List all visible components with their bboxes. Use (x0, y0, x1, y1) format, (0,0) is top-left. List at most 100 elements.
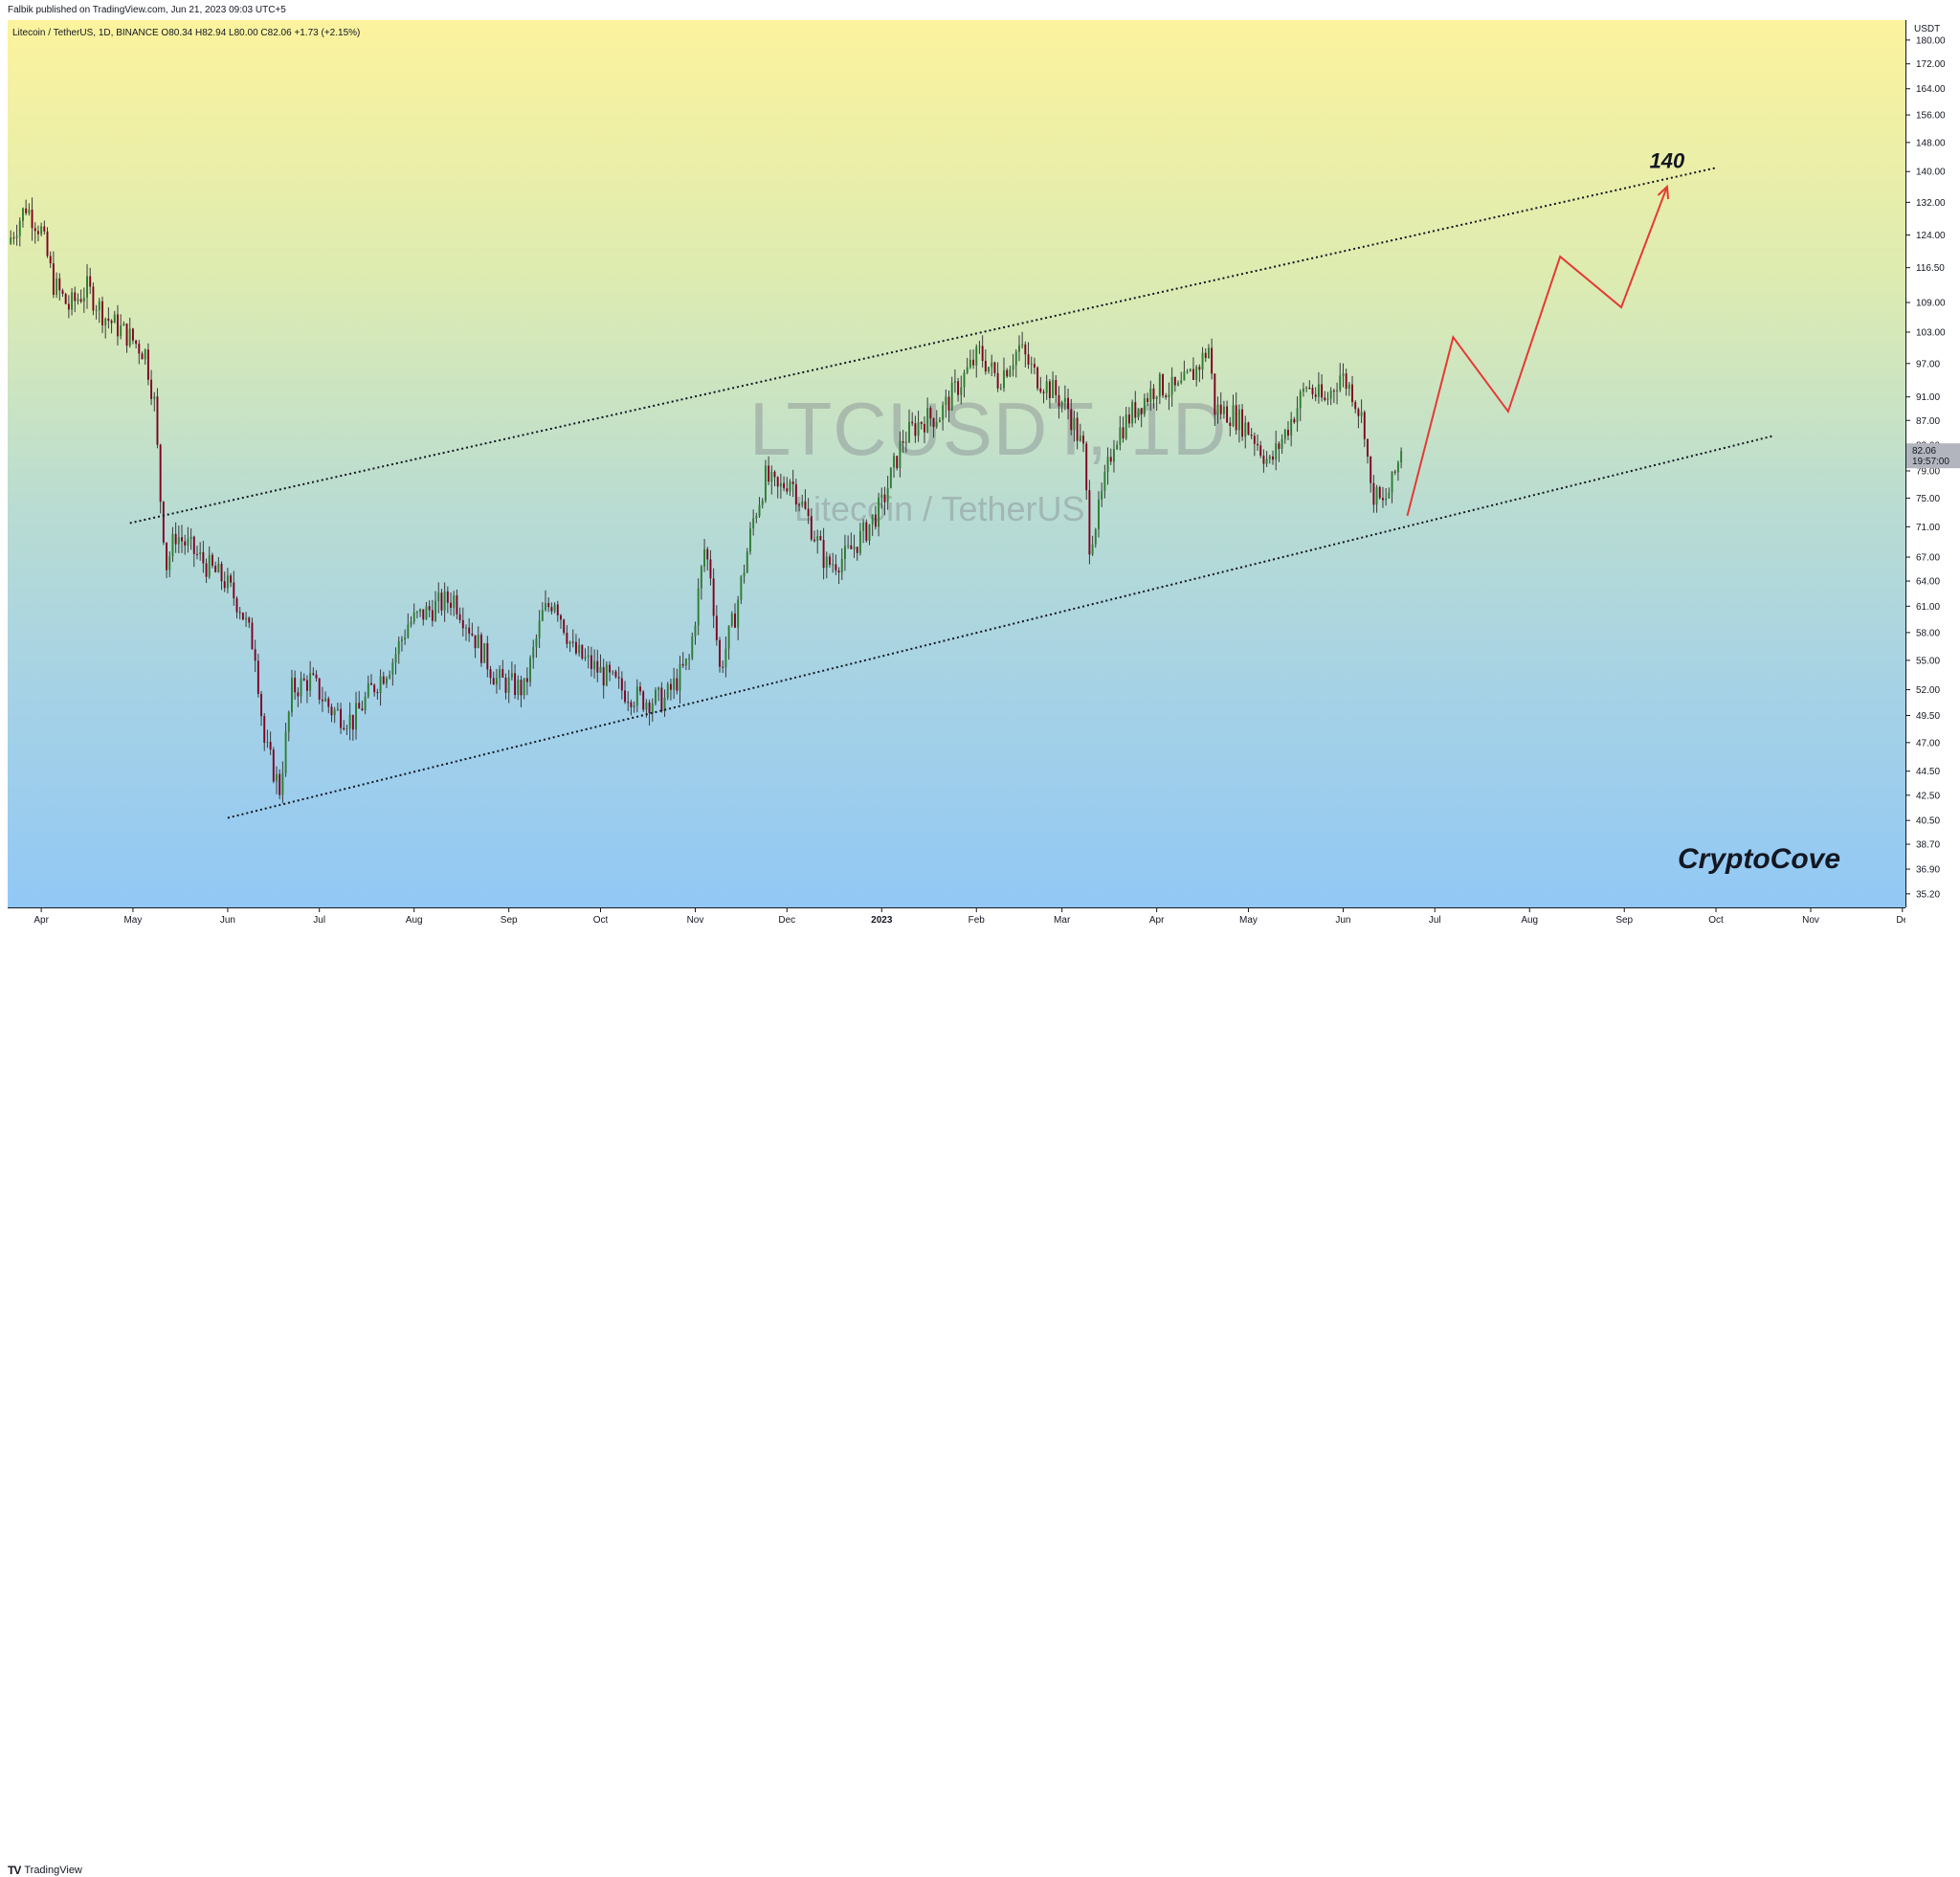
candle-body (1109, 457, 1112, 462)
candle-body (837, 570, 840, 573)
candle-body (453, 594, 456, 608)
candle-body (1063, 397, 1066, 403)
candle-body (684, 659, 687, 666)
candle-body (929, 408, 932, 419)
candle-body (1198, 367, 1201, 370)
candle-body (1268, 456, 1271, 459)
candle-body (1192, 369, 1194, 380)
candles (10, 197, 1403, 804)
candle-body (612, 671, 614, 673)
candle-body (700, 566, 702, 589)
price-tick-label: 140.00 (1916, 168, 1946, 178)
time-tick-label: Oct (1708, 915, 1724, 926)
candle-body (886, 487, 889, 503)
candle-body (1348, 384, 1350, 390)
candle-body (568, 641, 571, 644)
candle-body (560, 614, 562, 620)
price-tick-label: 44.50 (1916, 767, 1940, 777)
header-bar: Falbik published on TradingView.com, Jun… (0, 0, 1960, 20)
candle-body (315, 674, 318, 679)
candle-body (1360, 412, 1363, 416)
chart-pane[interactable]: LTCUSDT, 1D Litecoin / TetherUS 140 Crypt… (8, 20, 1905, 907)
candle-body (1342, 373, 1345, 376)
candle-body (192, 536, 195, 554)
candle-body (233, 582, 235, 599)
price-tick-label: 156.00 (1916, 111, 1946, 122)
candle-body (321, 699, 323, 702)
time-tick-label: 2023 (871, 915, 893, 926)
candle-body (902, 440, 904, 443)
candle-body (1094, 529, 1097, 545)
time-tick-label: Mar (1054, 915, 1071, 926)
candle-body (896, 456, 899, 469)
candle-body (917, 422, 920, 436)
candle-body (1137, 408, 1140, 418)
price-tick-label: 87.00 (1916, 416, 1940, 427)
candle-body (187, 538, 189, 546)
price-unit-label: USDT (1914, 24, 1940, 34)
candle-body (230, 575, 233, 583)
candle-body (168, 556, 171, 570)
price-tick-label: 172.00 (1916, 59, 1946, 70)
candle-body (141, 353, 144, 360)
candle-body (752, 518, 755, 529)
price-plot[interactable]: 140 CryptoCove (8, 20, 1905, 907)
symbol-legend[interactable]: Litecoin / TetherUS, 1D, BINANCE O80.34 … (12, 28, 361, 38)
candle-body (144, 349, 146, 360)
candle-body (1211, 347, 1214, 374)
candle-body (840, 559, 843, 573)
candle-body (969, 359, 971, 368)
candle-body (874, 514, 877, 527)
candle-body (1302, 389, 1304, 392)
projection-arrowhead (1657, 184, 1670, 200)
candle-body (724, 648, 727, 668)
candle-body (501, 669, 504, 678)
candle-body (1165, 395, 1168, 397)
price-tick-label: 38.70 (1916, 840, 1940, 851)
candle-body (743, 572, 746, 577)
candle-body (935, 422, 938, 427)
candle-body (171, 533, 174, 557)
candle-body (609, 664, 612, 673)
candle-body (135, 340, 138, 345)
candle-body (942, 405, 945, 420)
time-tick-label: May (123, 915, 142, 926)
candle-body (1119, 427, 1122, 445)
candle-body (694, 625, 697, 637)
tradingview-brand[interactable]: TV TradingView (8, 1864, 82, 1877)
candle-body (95, 310, 98, 312)
time-scale[interactable]: Apr May Jun Jul Aug Sep Oct Nov Dec 2023 Feb Mar Apr… (8, 907, 1905, 929)
candle-body (499, 669, 501, 679)
price-tick-label: 36.90 (1916, 865, 1940, 876)
author-signature: CryptoCove (1678, 843, 1840, 875)
price-scale[interactable]: 180.00 172.00 164.00 156.00 148.00 140.00 132.… (1905, 20, 1960, 907)
candle-body (138, 344, 141, 354)
candle-body (1183, 371, 1186, 381)
candle-body (1155, 396, 1158, 399)
price-tick-label: 61.00 (1916, 602, 1940, 613)
candle-body (1103, 471, 1106, 492)
candle-body (1036, 367, 1039, 389)
candle-body (1378, 486, 1381, 499)
price-tick-label: 58.00 (1916, 628, 1940, 638)
candle-body (1287, 430, 1289, 436)
candle-body (535, 637, 538, 647)
candle-body (832, 564, 835, 566)
candle-body (1173, 376, 1176, 386)
candle-body (199, 551, 202, 554)
candle-body (281, 772, 284, 795)
price-tick-label: 79.00 (1916, 466, 1940, 477)
candle-body (853, 547, 856, 549)
candle-body (437, 592, 440, 601)
candle-body (642, 691, 645, 710)
candle-body (1290, 418, 1293, 436)
candle-body (893, 456, 895, 468)
candle-body (669, 683, 672, 690)
candle-body (605, 664, 608, 686)
candle-body (783, 482, 786, 489)
candle-body (1207, 347, 1210, 359)
price-tick-label: 55.00 (1916, 656, 1940, 666)
candle-body (1106, 457, 1109, 472)
candle-body (681, 663, 684, 666)
candle-body (189, 536, 192, 539)
